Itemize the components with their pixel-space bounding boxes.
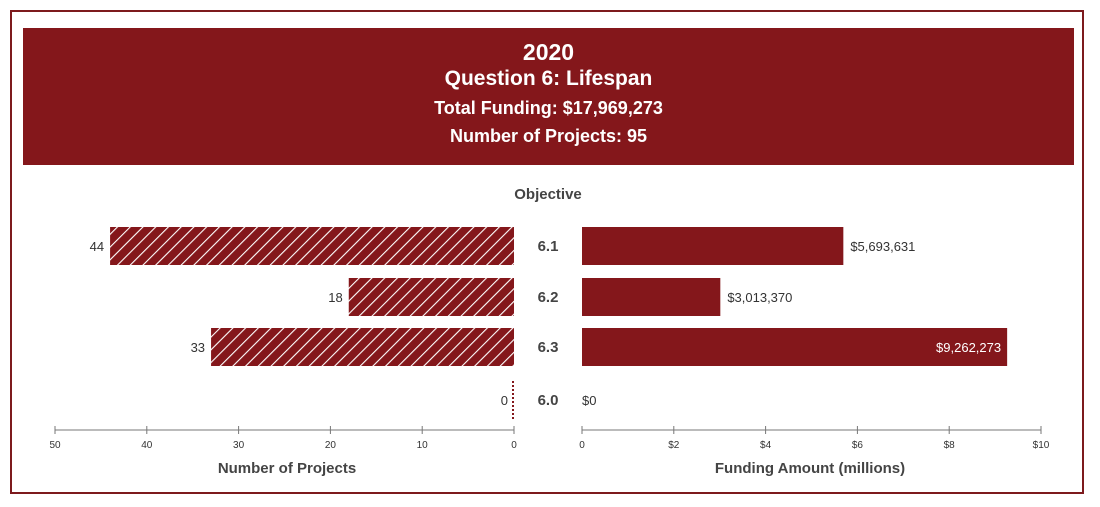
funding-bar-6.3 [582,328,1008,366]
funding-axis-label: Funding Amount (millions) [715,460,905,477]
projects-axis-label: Number of Projects [218,460,356,477]
projects-tick-label: 40 [141,440,153,451]
projects-tick-label: 30 [233,440,245,451]
funding-value-label: $9,262,273 [936,340,1001,355]
chart-header: 2020 Question 6: Lifespan Total Funding:… [23,28,1074,165]
projects-value-label: 44 [90,239,104,254]
projects-tick-label: 0 [511,440,517,451]
projects-bars: 44 18 33 0 [90,227,514,419]
funding-tick-label: $2 [668,440,680,451]
objective-label-6.3: 6.3 [538,339,559,356]
objective-label-6.2: 6.2 [538,289,559,306]
funding-tick-label: 0 [579,440,585,451]
objective-label-6.0: 6.0 [538,392,559,409]
objective-title: Objective [514,186,582,203]
objective-label-6.1: 6.1 [538,238,559,255]
projects-value-label: 0 [501,393,508,408]
header-question: Question 6: Lifespan [444,67,653,90]
funding-value-label: $3,013,370 [727,290,792,305]
funding-tick-label: $8 [944,440,956,451]
funding-tick-label: $10 [1033,440,1050,451]
funding-tick-label: $4 [760,440,772,451]
funding-bars: $5,693,631 $3,013,370 $9,262,273 $0 [582,227,1008,408]
projects-bar-6.3 [211,328,514,366]
funding-value-label: $0 [582,393,596,408]
header-number-of-projects: Number of Projects: 95 [449,126,648,146]
funding-axis: 0 $2 $4 $6 $8 $10 [579,426,1050,451]
funding-bar-6.2 [582,278,721,316]
projects-bar-6.1 [110,227,514,265]
funding-bar-6.1 [582,227,844,265]
header-total-funding: Total Funding: $17,969,273 [434,98,663,118]
projects-value-label: 18 [328,290,342,305]
funding-value-label: $5,693,631 [850,239,915,254]
projects-tick-label: 20 [325,440,337,451]
projects-bar-6.2 [348,278,514,316]
chart-frame [10,10,1084,494]
projects-tick-label: 50 [49,440,61,451]
header-year: 2020 [522,39,575,65]
projects-tick-label: 10 [417,440,429,451]
projects-value-label: 33 [191,340,205,355]
projects-axis: 50 40 30 20 10 0 [49,426,517,451]
objective-labels: 6.1 6.2 6.3 6.0 [538,238,559,409]
funding-tick-label: $6 [852,440,864,451]
